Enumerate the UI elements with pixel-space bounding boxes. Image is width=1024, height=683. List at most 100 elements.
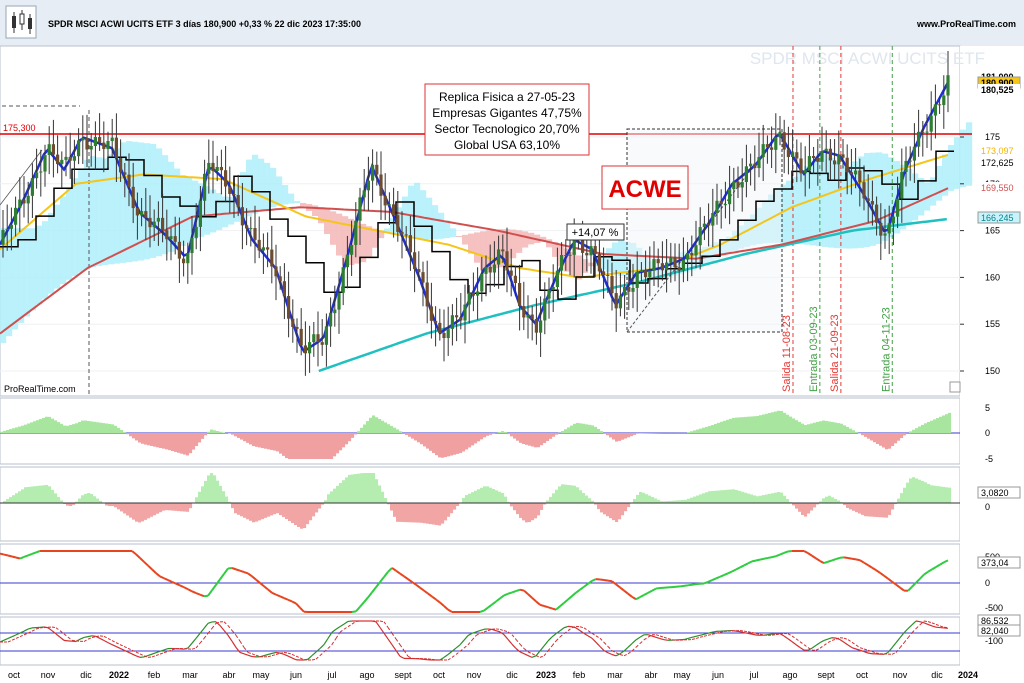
stoch-k-segment: [7, 636, 13, 639]
stoch-k-segment: [327, 631, 333, 639]
trend-segment: [11, 555, 17, 559]
candle-body: [845, 157, 849, 173]
time-axis-label: ago: [359, 670, 374, 680]
trend-segment: [143, 561, 149, 567]
stoch-d-segment: [167, 649, 173, 652]
stoch-k-segment: [519, 651, 525, 655]
trend-segment: [191, 590, 197, 594]
stoch-d-segment: [599, 637, 605, 643]
candle-body: [740, 182, 744, 188]
trend-segment: [931, 566, 937, 571]
candle-body: [585, 252, 589, 256]
candle-body: [837, 154, 841, 165]
oscillator-bar: [939, 486, 943, 503]
candle-body: [463, 304, 467, 321]
stoch-d-segment: [399, 644, 405, 651]
momentum-bar: [153, 433, 157, 447]
stoch-k-segment: [931, 625, 937, 628]
stoch-k-segment: [703, 632, 709, 635]
stoch-d-segment: [211, 623, 217, 629]
oscillator-bar: [432, 503, 436, 525]
stoch-d-segment: [279, 651, 285, 654]
oscillator-bar: [246, 503, 250, 520]
stoch-d-segment: [59, 630, 65, 635]
stoch-d-segment: [627, 650, 633, 655]
stoch-tick: -100: [985, 636, 1003, 646]
momentum-bar: [321, 433, 325, 459]
momentum-bar: [363, 424, 367, 433]
oscillator-bar: [678, 500, 682, 503]
candle-body: [589, 246, 593, 256]
stoch-d-segment: [611, 650, 617, 654]
stoch-k-segment: [811, 644, 817, 649]
oscillator-bar: [27, 486, 31, 503]
price-label: 173,097: [981, 146, 1014, 156]
candle-body: [119, 158, 123, 173]
candle-body: [841, 154, 845, 158]
oscillator-bar: [822, 498, 826, 503]
candle-body: [690, 253, 694, 256]
candle-body: [719, 200, 723, 205]
candle-body: [732, 181, 736, 190]
stoch-k-segment: [887, 647, 893, 653]
scale-toggle-icon[interactable]: [949, 381, 961, 393]
candle-body: [446, 328, 450, 339]
momentum-bar: [81, 420, 85, 433]
candle-body: [249, 228, 253, 230]
stoch-d-segment: [691, 637, 697, 641]
candle-body: [85, 137, 89, 150]
momentum-bar: [729, 418, 733, 433]
cloud-segment: [930, 177, 937, 206]
stochastic-panel: [0, 616, 961, 666]
oscillator-bar: [15, 493, 19, 503]
oscillator-bar: [366, 473, 370, 503]
oscillator-bar: [219, 485, 223, 503]
stoch-d-segment: [579, 626, 585, 629]
oscillator-bar: [642, 492, 646, 503]
stoch-k-segment: [19, 630, 25, 634]
candle-body: [648, 270, 652, 278]
stoch-k-segment: [343, 620, 349, 625]
oscillator-bar: [915, 478, 919, 503]
ticker-box: [601, 165, 689, 210]
cloud-segment: [564, 248, 571, 272]
stoch-k-segment: [699, 633, 705, 636]
stoch-k-segment: [499, 631, 505, 636]
oscillator-bar: [828, 495, 832, 503]
trend-segment: [843, 556, 849, 560]
stoch-d-segment: [395, 638, 401, 645]
oscillator-bar: [294, 503, 298, 526]
oscillator-bar: [687, 498, 691, 503]
momentum-bar: [810, 423, 814, 433]
stoch-d-segment: [607, 646, 613, 651]
momentum-bar: [246, 433, 250, 443]
candle-body: [644, 270, 648, 278]
oscillator-bar: [780, 492, 784, 503]
momentum-bar: [732, 417, 736, 433]
oscillator-bar: [855, 503, 859, 513]
momentum-bar: [939, 416, 943, 433]
oscillator-bar: [753, 495, 757, 503]
stoch-k-segment: [3, 637, 9, 641]
oscillator-bar: [375, 479, 379, 503]
candle-body: [933, 104, 937, 116]
oscillator-bar: [18, 491, 22, 503]
stoch-k-segment: [243, 653, 249, 656]
oscillator-bar: [39, 485, 43, 503]
candle-body: [30, 178, 34, 196]
momentum-bar: [51, 418, 55, 433]
stoch-k-segment: [399, 655, 405, 659]
stoch-k-segment: [87, 635, 93, 638]
stoch-k-segment: [691, 635, 697, 638]
signal-label: Entrada 03-09-23: [808, 306, 820, 392]
stoch-d-segment: [527, 651, 533, 655]
oscillator-bar: [258, 503, 262, 521]
trade-signal-lines: Salida 11-08-23 Entrada 03-09-23 Salida 21…: [781, 46, 893, 396]
stoch-d-segment: [271, 654, 277, 657]
time-axis-label: dic: [931, 670, 943, 680]
stoch-d-segment: [919, 620, 925, 626]
stoch-d-segment: [863, 648, 869, 651]
stoch-d-segment: [775, 633, 781, 636]
time-axis-label: feb: [573, 670, 586, 680]
